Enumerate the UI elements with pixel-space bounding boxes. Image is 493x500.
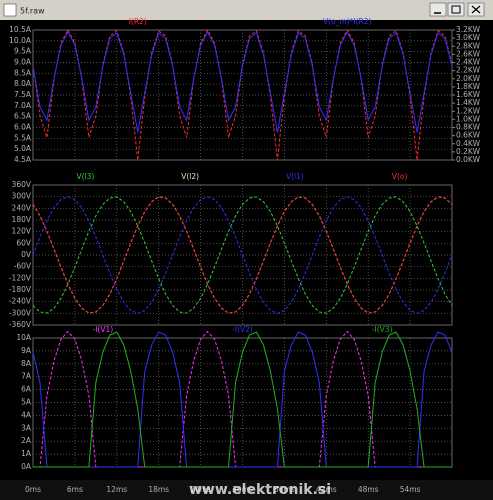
bottom-strip xyxy=(0,480,493,500)
window-buttons xyxy=(429,2,485,17)
y2-tick-label: 1.0KW xyxy=(456,114,481,123)
y-tick-label: -360V xyxy=(9,320,32,329)
y2-tick-label: 1.4KW xyxy=(456,98,481,107)
series-line xyxy=(32,331,453,468)
y-tick-label: 9.5A xyxy=(14,47,32,56)
window-icon xyxy=(3,3,17,17)
y-tick-label: 5A xyxy=(21,398,32,407)
y-tick-label: -240V xyxy=(9,297,32,306)
y2-tick-label: 1.2KW xyxy=(456,106,481,115)
y2-tick-label: 1.6KW xyxy=(456,90,481,99)
y2-tick-label: 0.2KW xyxy=(456,147,481,156)
legend-entry: V(o) xyxy=(392,172,408,181)
y2-tick-label: 0.4KW xyxy=(456,139,481,148)
y2-tick-label: 1.8KW xyxy=(456,82,481,91)
y-tick-label: -180V xyxy=(9,285,32,294)
y-tick-label: 0V xyxy=(21,250,32,259)
y-tick-label: 7A xyxy=(21,372,32,381)
y-tick-label: 10.0A xyxy=(9,36,32,45)
legend-entry: I(R2) xyxy=(129,17,147,26)
y2-tick-label: 0.0KW xyxy=(456,155,481,164)
x-tick-label: 54ms xyxy=(400,485,421,494)
y-tick-label: 6.5A xyxy=(14,112,32,121)
y-tick-label: 4.5A xyxy=(14,155,32,164)
x-tick-label: 30ms xyxy=(232,485,253,494)
legend-entry: V(o_m)*I(R2) xyxy=(323,17,371,26)
y-tick-label: 7.0A xyxy=(14,101,32,110)
y-tick-label: 9A xyxy=(21,346,32,355)
y2-tick-label: 2.2KW xyxy=(456,66,481,75)
y-tick-label: 5.0A xyxy=(14,144,32,153)
y-tick-label: 300V xyxy=(12,192,32,201)
series-line xyxy=(33,331,452,468)
y-tick-label: 60V xyxy=(16,238,32,247)
y-tick-label: 6A xyxy=(21,385,32,394)
maximize-glyph xyxy=(451,5,461,14)
x-tick-label: 42ms xyxy=(316,485,337,494)
y-tick-label: 1A xyxy=(21,449,32,458)
series-line xyxy=(32,196,453,314)
y-tick-label: -300V xyxy=(9,308,32,317)
legend-entry: -I(V1) xyxy=(92,325,113,334)
x-tick-label: 0ms xyxy=(25,485,41,494)
close-glyph xyxy=(471,5,481,14)
y2-tick-label: 0.6KW xyxy=(456,131,481,140)
y-tick-label: 3A xyxy=(21,423,32,432)
y-tick-label: 6.0A xyxy=(14,123,32,132)
y-tick-label: 8A xyxy=(21,359,32,368)
y-tick-label: 8.0A xyxy=(14,79,32,88)
y-tick-label: 0A xyxy=(21,462,32,471)
x-tick-label: 6ms xyxy=(67,485,83,494)
y-tick-label: 8.5A xyxy=(14,68,32,77)
x-tick-label: 48ms xyxy=(358,485,379,494)
legend-entry: -I(V2) xyxy=(232,325,253,334)
y-tick-label: 5.5A xyxy=(14,133,32,142)
y2-tick-label: 2.4KW xyxy=(456,58,481,67)
y2-tick-label: 3.2KW xyxy=(456,25,481,34)
y-tick-label: 240V xyxy=(12,203,32,212)
title-bar xyxy=(0,0,493,20)
y-tick-label: 10.5A xyxy=(9,25,32,34)
x-tick-label: 18ms xyxy=(148,485,169,494)
minimize-button[interactable] xyxy=(429,2,447,17)
series-line xyxy=(32,196,453,314)
x-tick-label: 24ms xyxy=(190,485,211,494)
x-tick-label: 12ms xyxy=(106,485,127,494)
y-tick-label: 120V xyxy=(12,227,32,236)
y-tick-label: -60V xyxy=(14,262,32,271)
maximize-button[interactable] xyxy=(447,2,465,17)
y-tick-label: 7.5A xyxy=(14,90,32,99)
y2-tick-label: 2.0KW xyxy=(456,74,481,83)
y-tick-label: 4A xyxy=(21,410,32,419)
y-tick-label: 9.0A xyxy=(14,58,32,67)
y-tick-label: -120V xyxy=(9,273,32,282)
watermark: www.elektronik.si xyxy=(189,482,331,498)
y2-tick-label: 2.8KW xyxy=(456,41,481,50)
y2-tick-label: 0.8KW xyxy=(456,123,481,132)
legend-entry: -I(V3) xyxy=(372,325,393,334)
x-tick-label: 36ms xyxy=(274,485,295,494)
legend-entry: V(l1) xyxy=(286,172,304,181)
series-line xyxy=(32,30,453,133)
y-tick-label: 180V xyxy=(12,215,32,224)
window-title: 5f.raw xyxy=(20,7,45,16)
legend-entry: V(l2) xyxy=(181,172,199,181)
y-tick-label: 10A xyxy=(16,333,32,342)
y2-tick-label: 3.0KW xyxy=(456,33,481,42)
y-tick-label: 360V xyxy=(12,180,32,189)
legend-entry: V(l3) xyxy=(76,172,94,181)
series-line xyxy=(32,196,453,314)
y2-tick-label: 2.6KW xyxy=(456,49,481,58)
y-tick-label: 2A xyxy=(21,436,32,445)
